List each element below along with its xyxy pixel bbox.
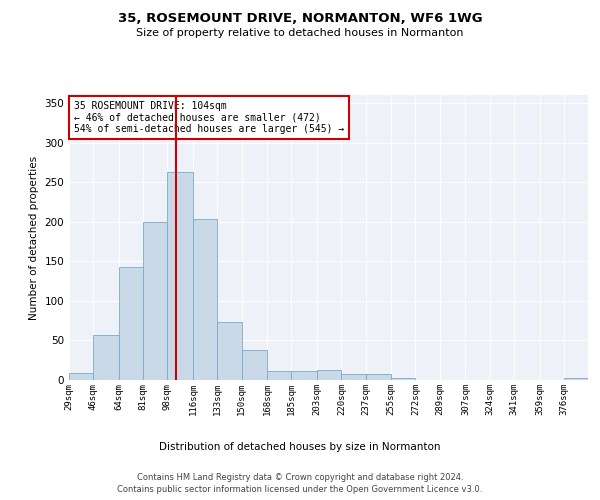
Bar <box>292 370 317 380</box>
Text: Contains HM Land Registry data © Crown copyright and database right 2024.: Contains HM Land Registry data © Crown c… <box>137 472 463 482</box>
Bar <box>317 370 341 380</box>
Bar <box>167 172 193 380</box>
Bar <box>267 370 292 380</box>
Text: 35 ROSEMOUNT DRIVE: 104sqm
← 46% of detached houses are smaller (472)
54% of sem: 35 ROSEMOUNT DRIVE: 104sqm ← 46% of deta… <box>74 100 344 134</box>
Bar <box>242 350 267 380</box>
Text: Size of property relative to detached houses in Normanton: Size of property relative to detached ho… <box>136 28 464 38</box>
Bar <box>143 222 167 380</box>
Text: 35, ROSEMOUNT DRIVE, NORMANTON, WF6 1WG: 35, ROSEMOUNT DRIVE, NORMANTON, WF6 1WG <box>118 12 482 26</box>
Bar <box>365 374 391 380</box>
Text: Distribution of detached houses by size in Normanton: Distribution of detached houses by size … <box>159 442 441 452</box>
Bar <box>217 322 242 380</box>
Bar <box>119 267 143 380</box>
Bar <box>69 373 93 380</box>
Bar <box>93 335 119 380</box>
Bar <box>341 374 365 380</box>
Bar <box>193 218 217 380</box>
Text: Contains public sector information licensed under the Open Government Licence v3: Contains public sector information licen… <box>118 485 482 494</box>
Bar <box>391 378 415 380</box>
Y-axis label: Number of detached properties: Number of detached properties <box>29 156 39 320</box>
Bar <box>564 378 588 380</box>
